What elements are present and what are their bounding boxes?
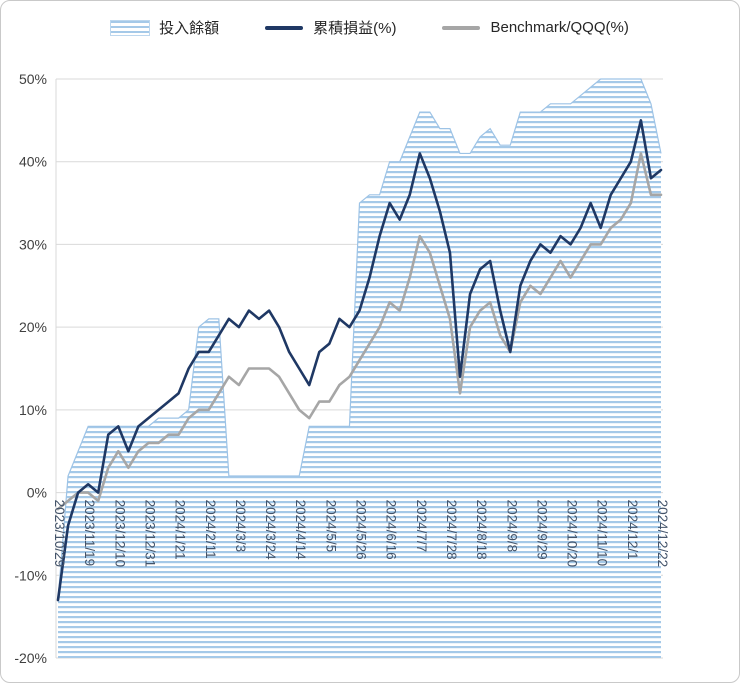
legend-label-cumulative-pnl: 累積損益(%) xyxy=(313,20,397,37)
navy-line-swatch-icon xyxy=(265,25,304,30)
x-tick-label: 2024/3/24 xyxy=(263,500,278,561)
x-tick-label: 2024/5/5 xyxy=(323,500,338,553)
x-axis-labels: 2023/10/29 2023/11/19 2023/12/10 2023/12/31… xyxy=(52,500,670,568)
gray-line-swatch-icon xyxy=(442,25,481,30)
y-tick-label: 30% xyxy=(19,236,47,252)
x-tick-label: 2024/3/3 xyxy=(233,500,248,553)
x-tick-label: 2023/12/10 xyxy=(112,500,127,568)
x-tick-label: 2023/10/29 xyxy=(52,500,67,568)
x-tick-label: 2024/8/18 xyxy=(474,500,489,560)
y-tick-label: -20% xyxy=(14,650,47,666)
legend-item-invested-balance: 投入餘額 xyxy=(110,17,220,38)
x-tick-label: 2024/2/11 xyxy=(203,500,218,559)
legend-item-cumulative-pnl: 累積損益(%) xyxy=(265,17,396,38)
area-series-invested-balance xyxy=(58,79,661,658)
x-tick-label: 2024/6/16 xyxy=(384,500,399,560)
y-tick-label: 50% xyxy=(19,71,47,87)
line-series-cumulative-pnl xyxy=(56,119,663,602)
x-tick-label: 2023/11/19 xyxy=(82,500,97,567)
legend-label-invested-balance: 投入餘額 xyxy=(159,20,220,37)
y-tick-label: 40% xyxy=(19,154,47,170)
x-tick-label: 2024/10/20 xyxy=(565,500,580,568)
x-tick-label: 2024/11/10 xyxy=(595,500,610,567)
x-tick-label: 2024/9/8 xyxy=(504,500,519,553)
x-tick-label: 2024/7/28 xyxy=(444,500,459,560)
y-tick-label: 0% xyxy=(27,485,47,501)
striped-area-swatch-icon xyxy=(110,19,151,36)
y-tick-label: -10% xyxy=(14,567,47,583)
area-series-edge xyxy=(57,78,662,601)
y-tick-label: 10% xyxy=(19,402,47,418)
chart-legend: 投入餘額 累積損益(%) Benchmark/QQQ(%) xyxy=(1,17,739,38)
x-tick-label: 2024/9/29 xyxy=(534,500,549,560)
x-tick-label: 2024/5/26 xyxy=(354,500,369,560)
x-tick-label: 2024/12/1 xyxy=(625,500,640,560)
x-tick-label: 2023/12/31 xyxy=(142,500,157,568)
y-axis-labels: 50% 40% 30% 20% 10% 0% -10% -20% xyxy=(14,71,47,666)
line-series-benchmark-qqq xyxy=(56,152,663,511)
x-tick-label: 2024/12/22 xyxy=(655,500,670,568)
x-tick-label: 2024/7/7 xyxy=(414,500,429,553)
y-tick-label: 20% xyxy=(19,319,47,335)
x-tick-label: 2024/1/21 xyxy=(173,500,188,560)
legend-label-benchmark-qqq: Benchmark/QQQ(%) xyxy=(490,19,629,36)
x-tick-label: 2024/4/14 xyxy=(293,500,308,561)
legend-item-benchmark-qqq: Benchmark/QQQ(%) xyxy=(442,19,629,36)
